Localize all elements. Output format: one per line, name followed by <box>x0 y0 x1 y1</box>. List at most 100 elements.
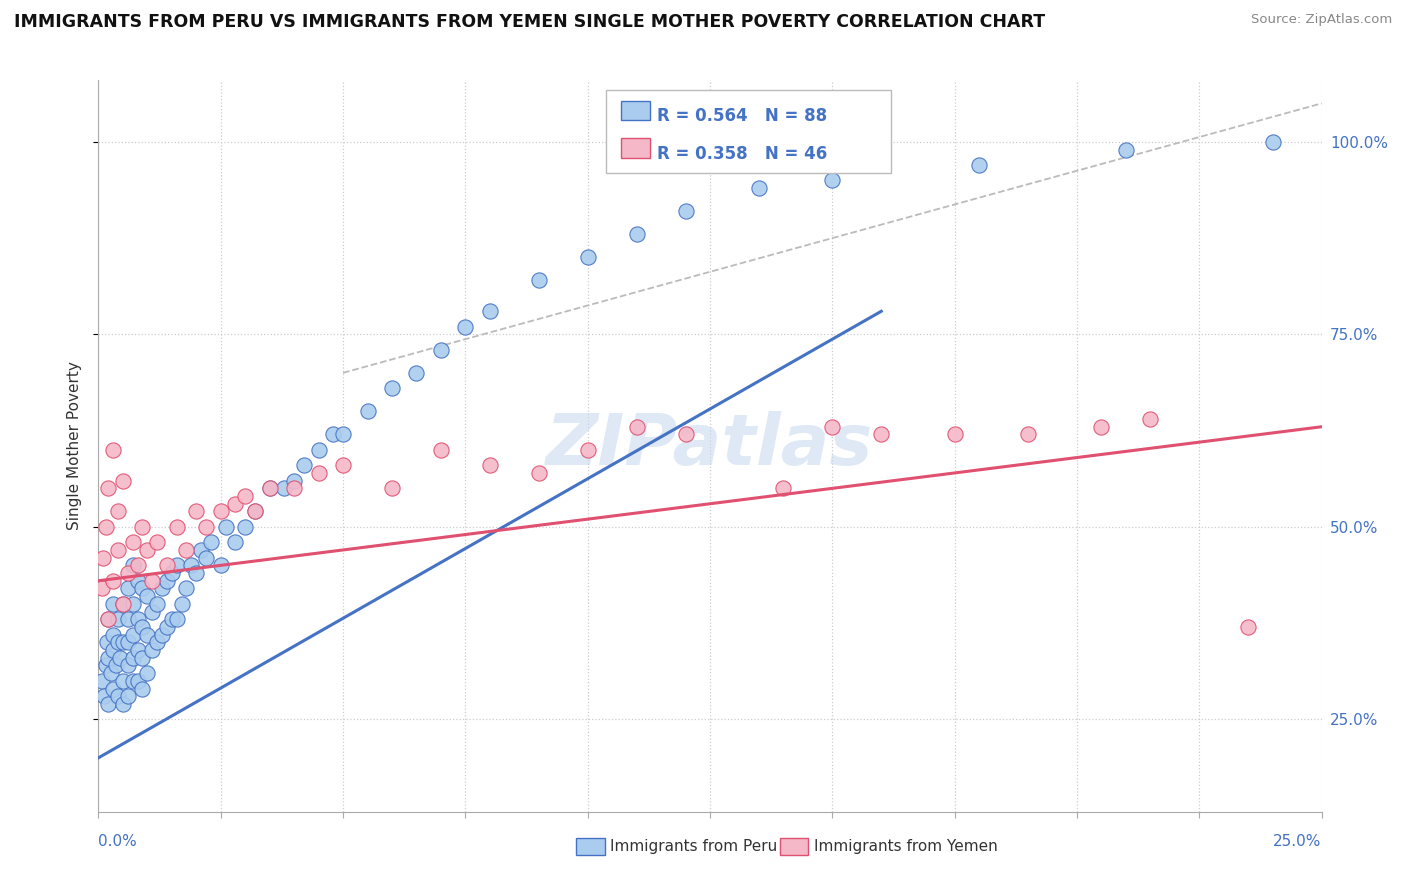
Point <box>943 427 966 442</box>
Point <box>166 612 188 626</box>
Text: R = 0.358   N = 46: R = 0.358 N = 46 <box>657 145 827 162</box>
Point <box>141 643 163 657</box>
Point <box>110 650 132 665</box>
Text: Source: ZipAtlas.com: Source: ZipAtlas.com <box>1251 13 1392 27</box>
Point <box>195 550 218 565</box>
Point <box>180 558 202 573</box>
Point <box>104 658 127 673</box>
Point <box>224 535 246 549</box>
Point <box>233 520 256 534</box>
Point <box>166 558 188 573</box>
Point <box>121 535 143 549</box>
Point <box>117 658 139 673</box>
Point <box>243 504 266 518</box>
Point <box>141 605 163 619</box>
Point <box>131 582 153 596</box>
Point <box>259 481 281 495</box>
Point <box>675 204 697 219</box>
Text: Immigrants from Yemen: Immigrants from Yemen <box>814 839 998 855</box>
Point <box>176 543 198 558</box>
Point <box>170 597 193 611</box>
Point <box>332 458 354 473</box>
Point <box>430 343 453 357</box>
Point <box>111 697 134 711</box>
Point <box>150 582 173 596</box>
Point <box>111 673 134 688</box>
Point <box>870 427 893 442</box>
Point <box>101 574 124 588</box>
Point <box>117 566 139 580</box>
Point <box>93 690 115 704</box>
Point <box>308 466 330 480</box>
Point <box>127 612 149 626</box>
Point <box>176 582 198 596</box>
Point <box>101 442 124 457</box>
Point <box>91 550 114 565</box>
Point <box>821 419 844 434</box>
Point <box>166 520 188 534</box>
Point <box>160 566 183 580</box>
Point <box>97 612 120 626</box>
Point <box>136 543 159 558</box>
Point <box>136 627 159 641</box>
Point <box>478 304 501 318</box>
Point <box>259 481 281 495</box>
Point <box>160 612 183 626</box>
Point <box>381 381 404 395</box>
Point <box>195 520 218 534</box>
Point <box>127 673 149 688</box>
Point <box>527 466 550 480</box>
Point <box>381 481 404 495</box>
Point <box>150 627 173 641</box>
Point <box>1139 412 1161 426</box>
Point <box>100 666 122 681</box>
Point <box>141 574 163 588</box>
Point <box>156 620 179 634</box>
Point <box>101 681 124 696</box>
Point <box>121 627 143 641</box>
Point <box>243 504 266 518</box>
Point <box>101 643 124 657</box>
Point <box>626 227 648 242</box>
Point <box>292 458 315 473</box>
Point <box>478 458 501 473</box>
Point <box>1115 143 1137 157</box>
Point <box>101 627 124 641</box>
Point <box>283 474 305 488</box>
Point <box>91 673 114 688</box>
Point <box>576 442 599 457</box>
Text: Immigrants from Peru: Immigrants from Peru <box>610 839 778 855</box>
Point <box>97 697 120 711</box>
Text: R = 0.564   N = 88: R = 0.564 N = 88 <box>657 107 827 125</box>
Point <box>136 666 159 681</box>
Point <box>156 558 179 573</box>
Point <box>131 681 153 696</box>
Point <box>146 535 169 549</box>
Point <box>186 566 208 580</box>
Text: ZIPatlas: ZIPatlas <box>547 411 873 481</box>
Text: 0.0%: 0.0% <box>98 834 138 849</box>
Point <box>454 319 477 334</box>
Point <box>94 658 117 673</box>
Point <box>224 497 246 511</box>
Point <box>121 673 143 688</box>
Point <box>107 612 129 626</box>
Point <box>190 543 212 558</box>
Point <box>1261 135 1284 149</box>
Point <box>200 535 222 549</box>
Point <box>821 173 844 187</box>
Point <box>131 520 153 534</box>
Point <box>273 481 295 495</box>
Point <box>101 597 124 611</box>
Point <box>356 404 378 418</box>
Point <box>675 427 697 442</box>
Point <box>127 558 149 573</box>
Point <box>121 597 143 611</box>
Point <box>107 635 129 649</box>
Point <box>117 612 139 626</box>
Point <box>430 442 453 457</box>
Point <box>322 427 344 442</box>
Point <box>233 489 256 503</box>
Point <box>111 597 134 611</box>
Point <box>94 520 117 534</box>
